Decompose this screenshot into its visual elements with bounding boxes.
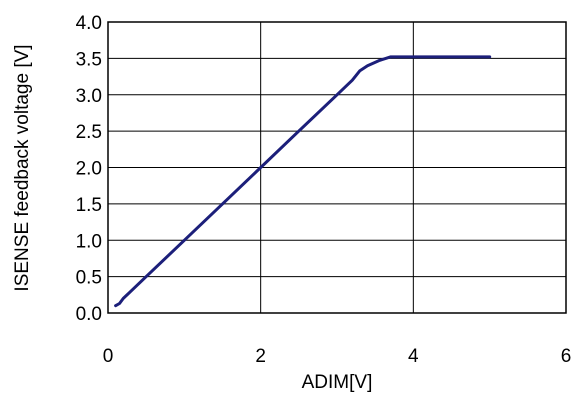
y-axis-tick-labels: 0.0 0.5 1.0 1.5 2.0 2.5 3.0 3.5 4.0	[76, 13, 102, 325]
y-tick-label: 1.5	[76, 195, 102, 216]
x-tick-label: 6	[561, 346, 572, 367]
y-axis-label: ISENSE feedback voltage [V]	[12, 44, 33, 291]
x-tick-label: 2	[255, 346, 266, 367]
x-tick-label: 0	[103, 346, 114, 367]
series-line	[114, 55, 492, 308]
y-tick-label: 3.0	[76, 86, 102, 107]
plot-area-frame	[107, 21, 567, 314]
y-tick-label: 2.5	[76, 122, 102, 143]
x-axis-tick-labels: 0 2 4 6	[103, 346, 572, 367]
y-tick-label: 3.5	[76, 49, 102, 70]
y-tick-label: 0.0	[76, 304, 102, 325]
y-tick-label: 4.0	[76, 13, 102, 34]
x-tick-label: 4	[408, 346, 419, 367]
y-tick-label: 1.0	[76, 231, 102, 252]
data-series	[114, 55, 492, 308]
y-tick-label: 2.0	[76, 159, 102, 180]
x-axis-label: ADIM[V]	[302, 372, 373, 393]
y-tick-label: 0.5	[76, 268, 102, 289]
